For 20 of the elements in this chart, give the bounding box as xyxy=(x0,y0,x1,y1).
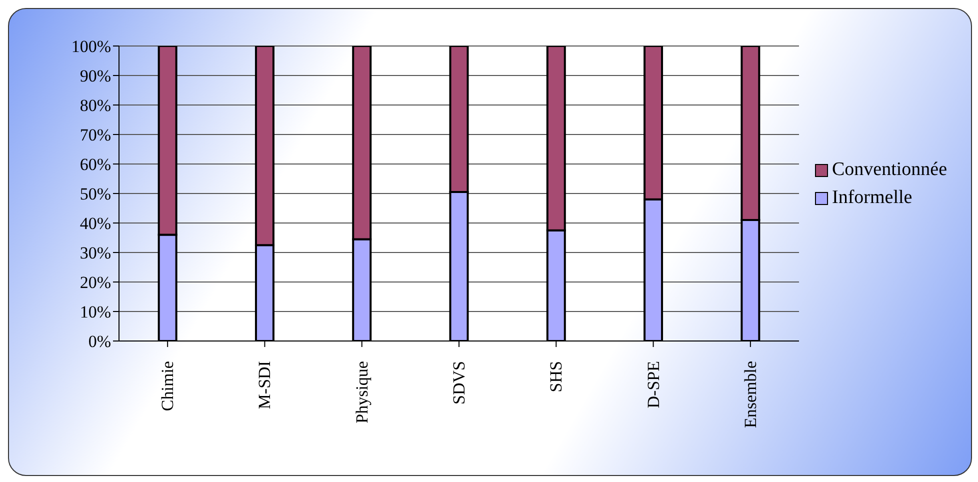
x-tick-label: D-SPE xyxy=(644,361,663,408)
x-tick-label: M-SDI xyxy=(255,360,274,410)
y-tick-label: 30% xyxy=(80,244,111,263)
legend-label: Conventionnée xyxy=(832,159,948,181)
y-tick-label: 20% xyxy=(80,273,111,292)
x-tick-label: Chimie xyxy=(158,361,178,412)
legend-label: Informelle xyxy=(832,187,912,209)
y-tick-label: 80% xyxy=(80,96,111,116)
x-tick-label: Physique xyxy=(352,361,372,424)
y-tick-label: 70% xyxy=(80,126,111,145)
y-tick-label: 60% xyxy=(80,155,111,174)
y-tick-label: 50% xyxy=(80,184,111,204)
x-tick-label: SHS xyxy=(546,361,566,392)
y-tick-label: 40% xyxy=(80,214,111,234)
y-tick-label: 10% xyxy=(80,302,111,322)
y-tick-label: 0% xyxy=(88,332,111,352)
x-tick-label: Ensemble xyxy=(740,361,760,428)
y-tick-label: 100% xyxy=(71,37,111,56)
x-tick-label: SDVS xyxy=(450,361,468,404)
y-tick-label: 90% xyxy=(80,66,111,86)
